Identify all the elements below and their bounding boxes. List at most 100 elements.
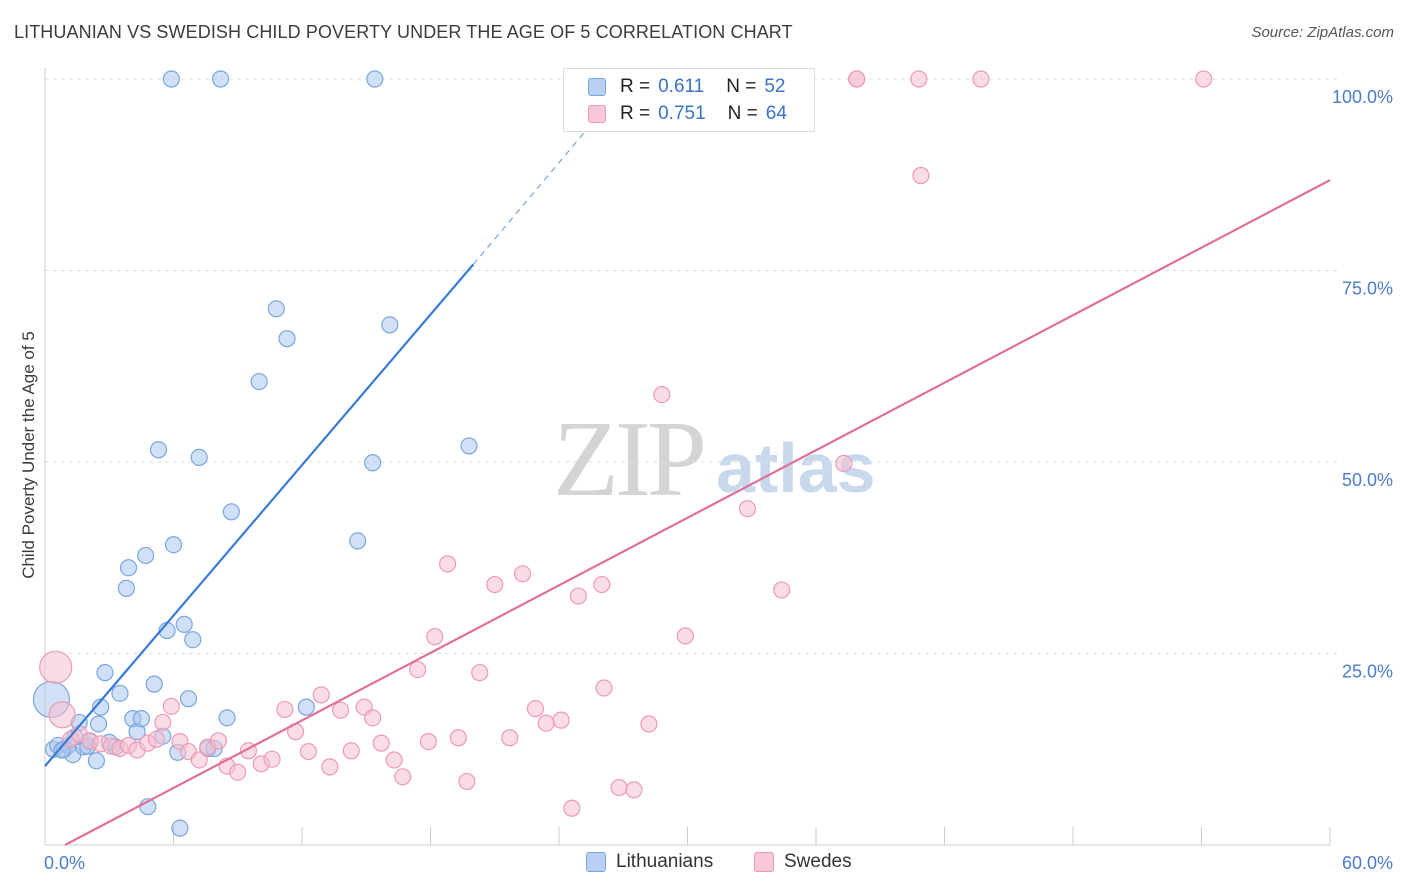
swede-point — [563, 799, 581, 817]
lithuanian-point — [212, 70, 230, 88]
lithuanian-point — [119, 559, 138, 577]
legend-item-lithuanians[interactable]: Lithuanians — [586, 851, 713, 873]
y-tick-label: 50.0% — [1342, 470, 1393, 490]
lithuanian-point — [250, 372, 268, 391]
swede-point — [209, 732, 228, 750]
x-tick-label: 0.0% — [44, 853, 85, 873]
swede-point — [372, 734, 390, 752]
lithuanian-point — [366, 70, 384, 88]
lithuanian-point — [381, 316, 399, 334]
swede-point — [972, 70, 990, 88]
swede-point — [513, 565, 532, 583]
swedes-trend-line — [64, 179, 1331, 846]
lithuanian-point — [132, 710, 150, 728]
swede-point — [409, 660, 427, 679]
legend-swedes-label: Swedes — [784, 851, 852, 872]
chart-title: LITHUANIAN VS SWEDISH CHILD POVERTY UNDE… — [14, 22, 793, 42]
swede-point — [419, 732, 437, 751]
label-layer: 25.0% 50.0% 75.0% 100.0% 0.0% 60.0% Child Pove… — [19, 87, 1393, 873]
swede-point — [625, 781, 643, 799]
lithuanian-point — [149, 441, 168, 459]
swede-point — [1195, 70, 1213, 88]
swede-point — [910, 70, 928, 88]
lithuanian-point — [164, 536, 183, 554]
swede-point — [526, 700, 545, 718]
x-tick-label: 60.0% — [1342, 853, 1393, 873]
lithuanian-point — [92, 698, 110, 716]
legend-r-value: 0.611 — [658, 76, 705, 97]
swede-point — [501, 729, 519, 747]
swede-point — [471, 664, 489, 682]
swede-point — [276, 700, 294, 719]
lithuanians-trend-line — [44, 263, 475, 767]
legend-lithuanians-label: Lithuanians — [616, 851, 714, 872]
legend-r-label: R = — [620, 76, 651, 97]
lithuanian-point — [222, 503, 240, 521]
lithuanian-point — [184, 631, 202, 649]
swede-point — [552, 711, 570, 729]
swede-point — [593, 575, 611, 594]
swede-point — [835, 454, 853, 473]
swede-point — [848, 70, 866, 88]
lithuanian-point — [297, 698, 315, 716]
swede-point — [321, 758, 339, 776]
axis-layer — [44, 68, 1331, 846]
legend-n-label: N = — [727, 103, 758, 124]
series-legend: Lithuanians Swedes — [0, 851, 1406, 879]
swede-point — [48, 701, 76, 729]
swede-point — [439, 555, 457, 573]
swede-point — [537, 714, 555, 732]
swede-point — [912, 166, 930, 185]
legend-item-swedes[interactable]: Swedes — [754, 851, 852, 873]
legend-row-swedes: R = 0.751 N = 64 — [588, 101, 787, 127]
y-tick-label: 75.0% — [1342, 279, 1393, 299]
correlation-legend: R = 0.611 N = 52 R = 0.751 N = 64 — [563, 68, 815, 132]
lithuanian-point — [175, 615, 193, 633]
watermark-zip: ZIP — [553, 400, 707, 519]
lithuanians-trend-extension — [472, 121, 594, 265]
swede-point — [738, 500, 757, 518]
swede-point — [312, 686, 330, 704]
lithuanian-point — [349, 532, 367, 550]
lithuanian-point — [162, 70, 180, 88]
lithuanian-point — [117, 579, 135, 597]
swede-point — [263, 750, 281, 768]
lithuanian-point — [87, 752, 106, 770]
lithuanian-point — [96, 664, 114, 682]
swede-point — [773, 581, 791, 599]
lithuanian-point — [137, 546, 155, 565]
swede-point — [610, 778, 628, 797]
swede-point — [449, 729, 467, 747]
grid-layer — [45, 78, 1338, 654]
swede-point — [331, 701, 350, 719]
swede-point — [458, 772, 476, 791]
lithuanians-swatch — [588, 78, 606, 96]
swede-point — [364, 709, 382, 727]
swedes-swatch — [588, 105, 606, 123]
swede-point — [595, 679, 613, 697]
lithuanian-point — [278, 330, 296, 348]
lithuanians-swatch — [586, 852, 606, 872]
swede-point — [190, 751, 208, 769]
lithuanian-point — [179, 690, 198, 708]
lithuanian-point — [190, 448, 208, 467]
lithuanian-point — [111, 684, 129, 702]
swede-point — [640, 715, 658, 733]
swedes-swatch — [754, 852, 774, 872]
swede-point — [385, 751, 403, 769]
lithuanian-point — [89, 715, 108, 733]
swede-point — [569, 587, 587, 605]
swede-point — [394, 768, 412, 786]
swede-point — [154, 713, 172, 732]
lithuanian-point — [171, 819, 189, 837]
legend-row-lithuanians: R = 0.611 N = 52 — [588, 74, 786, 100]
legend-n-value: 52 — [764, 76, 786, 97]
legend-n-label: N = — [726, 76, 757, 97]
swede-point — [486, 575, 504, 594]
swede-point — [676, 627, 694, 645]
source-label: Source: ZipAtlas.com — [1251, 24, 1394, 41]
trend-layer — [44, 121, 1331, 846]
swede-point — [147, 730, 165, 748]
lithuanian-point — [267, 300, 285, 318]
